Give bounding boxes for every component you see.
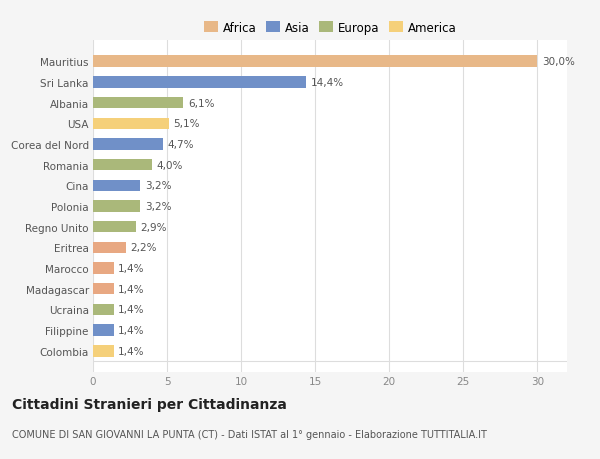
Text: 1,4%: 1,4% <box>118 325 145 336</box>
Bar <box>93 304 114 315</box>
Bar <box>93 201 140 212</box>
Text: Cittadini Stranieri per Cittadinanza: Cittadini Stranieri per Cittadinanza <box>12 397 287 411</box>
Bar <box>93 118 169 129</box>
Text: 3,2%: 3,2% <box>145 202 172 212</box>
Bar <box>93 284 114 295</box>
Legend: Africa, Asia, Europa, America: Africa, Asia, Europa, America <box>202 19 458 37</box>
Text: 4,0%: 4,0% <box>157 160 183 170</box>
Text: 5,1%: 5,1% <box>173 119 199 129</box>
Text: 4,7%: 4,7% <box>167 140 194 150</box>
Text: 2,2%: 2,2% <box>130 243 157 253</box>
Text: 1,4%: 1,4% <box>118 263 145 274</box>
Bar <box>93 77 307 88</box>
Bar <box>93 222 136 233</box>
Bar <box>93 325 114 336</box>
Text: 14,4%: 14,4% <box>311 78 344 88</box>
Text: 1,4%: 1,4% <box>118 346 145 356</box>
Text: 30,0%: 30,0% <box>542 57 575 67</box>
Bar <box>93 242 125 253</box>
Bar <box>93 56 538 67</box>
Text: 2,9%: 2,9% <box>140 222 167 232</box>
Bar <box>93 263 114 274</box>
Bar <box>93 98 184 109</box>
Text: 1,4%: 1,4% <box>118 284 145 294</box>
Bar <box>93 346 114 357</box>
Bar <box>93 139 163 150</box>
Bar <box>93 160 152 171</box>
Bar <box>93 180 140 191</box>
Text: 3,2%: 3,2% <box>145 181 172 191</box>
Text: 6,1%: 6,1% <box>188 98 214 108</box>
Text: 1,4%: 1,4% <box>118 305 145 315</box>
Text: COMUNE DI SAN GIOVANNI LA PUNTA (CT) - Dati ISTAT al 1° gennaio - Elaborazione T: COMUNE DI SAN GIOVANNI LA PUNTA (CT) - D… <box>12 429 487 439</box>
